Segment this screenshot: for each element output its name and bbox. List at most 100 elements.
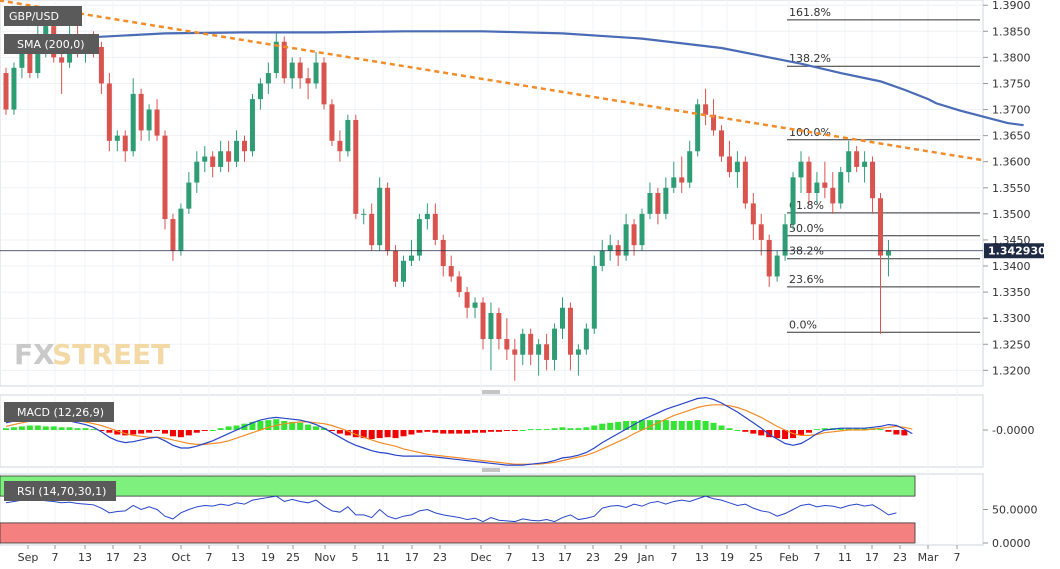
x-tick-label: 7 xyxy=(52,551,59,564)
candle-body xyxy=(758,224,764,240)
macd-histogram-bar xyxy=(265,420,272,430)
candle-body xyxy=(448,266,454,277)
candle-body xyxy=(575,349,581,355)
candle-body xyxy=(472,302,478,308)
rsi-overbought-zone xyxy=(0,475,916,497)
y-tick-label: 1.3300 xyxy=(992,312,1031,325)
candle-body xyxy=(361,213,367,215)
pane-resize-handle-2[interactable] xyxy=(482,468,500,472)
macd-histogram-bar xyxy=(432,430,439,433)
legend-rsi[interactable]: RSI (14,70,30,1) xyxy=(4,481,116,501)
macd-histogram-bar xyxy=(82,428,89,430)
legend-macd[interactable]: MACD (12,26,9) xyxy=(4,402,114,422)
candle-body xyxy=(806,161,812,193)
macd-histogram-bar xyxy=(551,428,558,430)
last-price-marker: 1.342930 xyxy=(0,243,1046,259)
candle-body xyxy=(329,104,335,141)
macd-histogram-bar xyxy=(718,425,725,430)
x-tick-label: 19 xyxy=(261,551,275,564)
fib-label: 0.0% xyxy=(789,318,817,331)
candle-body xyxy=(719,130,724,157)
y-tick-label: 1.3700 xyxy=(992,104,1031,117)
pane-resize-handle-1[interactable] xyxy=(482,390,500,394)
macd-histogram-bar xyxy=(813,429,820,431)
macd-histogram-bar xyxy=(392,430,399,439)
candle-body xyxy=(43,26,49,37)
macd-histogram-bar xyxy=(416,430,423,433)
y-tick-label: 1.3750 xyxy=(992,77,1031,90)
candle-body xyxy=(790,177,796,225)
candle-body xyxy=(170,219,176,251)
candle-body xyxy=(885,250,891,256)
macd-histogram-bar xyxy=(162,430,168,434)
macd-histogram-bar xyxy=(599,423,606,430)
candle-body xyxy=(106,83,112,141)
macd-histogram-bar xyxy=(98,430,105,431)
candle-body xyxy=(639,213,645,246)
candle-body xyxy=(401,260,406,282)
macd-histogram-bar xyxy=(50,426,57,430)
candle-body xyxy=(3,73,9,110)
macd-tick-label: -0.0000 xyxy=(992,424,1034,437)
macd-histogram-bar xyxy=(217,428,224,430)
macd-histogram-bar xyxy=(368,430,375,439)
candle-body xyxy=(408,255,414,261)
grid-lines xyxy=(0,0,983,545)
candle-body xyxy=(210,156,216,167)
candle-body xyxy=(19,52,25,68)
macd-histogram-bar xyxy=(106,430,113,433)
macd-histogram-bar xyxy=(154,430,161,431)
macd-histogram-bar xyxy=(297,422,304,430)
candle-body xyxy=(544,344,550,360)
macd-histogram-bar xyxy=(400,430,407,437)
macd-histogram-bar xyxy=(805,430,812,433)
fib-label: 50.0% xyxy=(789,222,824,235)
candle-body xyxy=(27,52,33,74)
macd-histogram-bar xyxy=(774,430,781,439)
x-tick-label: 11 xyxy=(838,551,852,564)
x-tick-label: 13 xyxy=(531,551,545,564)
legend-sma[interactable]: SMA (200,0) xyxy=(4,34,99,54)
y-tick-label: 1.3850 xyxy=(992,25,1031,38)
x-tick-label: 23 xyxy=(586,551,600,564)
candle-body xyxy=(234,140,240,162)
candle-body xyxy=(798,161,804,178)
candle-body xyxy=(814,182,820,193)
candle-body xyxy=(146,109,152,131)
y-tick-label: 1.3600 xyxy=(992,156,1031,169)
macd-histogram-bar xyxy=(543,429,550,431)
candle-body xyxy=(870,161,876,199)
macd-histogram-bar xyxy=(758,430,765,436)
y-tick-label: 1.3200 xyxy=(992,364,1031,377)
candle-body xyxy=(647,193,653,214)
macd-histogram-bar xyxy=(639,420,645,430)
macd-histogram-bar xyxy=(686,421,693,430)
candle-body xyxy=(488,312,494,340)
x-tick-label: 25 xyxy=(749,551,763,564)
macd-histogram-bar xyxy=(678,421,685,430)
macd-histogram-bar xyxy=(169,430,176,437)
trendline xyxy=(0,0,984,162)
macd-histogram-bar xyxy=(670,421,677,430)
macd-histogram-bar xyxy=(511,430,518,431)
macd-histogram-bar xyxy=(766,430,773,438)
macd-histogram-bar xyxy=(885,430,892,432)
candle-body xyxy=(655,193,661,214)
macd-histogram-bar xyxy=(456,430,463,434)
candle-body xyxy=(830,187,836,204)
candle-body xyxy=(567,307,573,355)
legend-symbol[interactable]: GBP/USD xyxy=(4,6,82,26)
x-tick-label: 11 xyxy=(376,551,390,564)
macd-histogram-bar xyxy=(74,428,81,430)
x-tick-label: 7 xyxy=(814,551,821,564)
y-tick-label: 1.3400 xyxy=(992,260,1031,273)
candle-body xyxy=(249,99,255,152)
x-tick-label: 13 xyxy=(78,551,92,564)
macd-histogram-bar xyxy=(384,430,391,438)
x-tick-label: 23 xyxy=(433,551,447,564)
macd-histogram-bar xyxy=(328,430,335,431)
macd-histogram-bar xyxy=(694,420,701,430)
candle-body xyxy=(520,333,526,355)
fib-label: 161.8% xyxy=(789,6,831,19)
